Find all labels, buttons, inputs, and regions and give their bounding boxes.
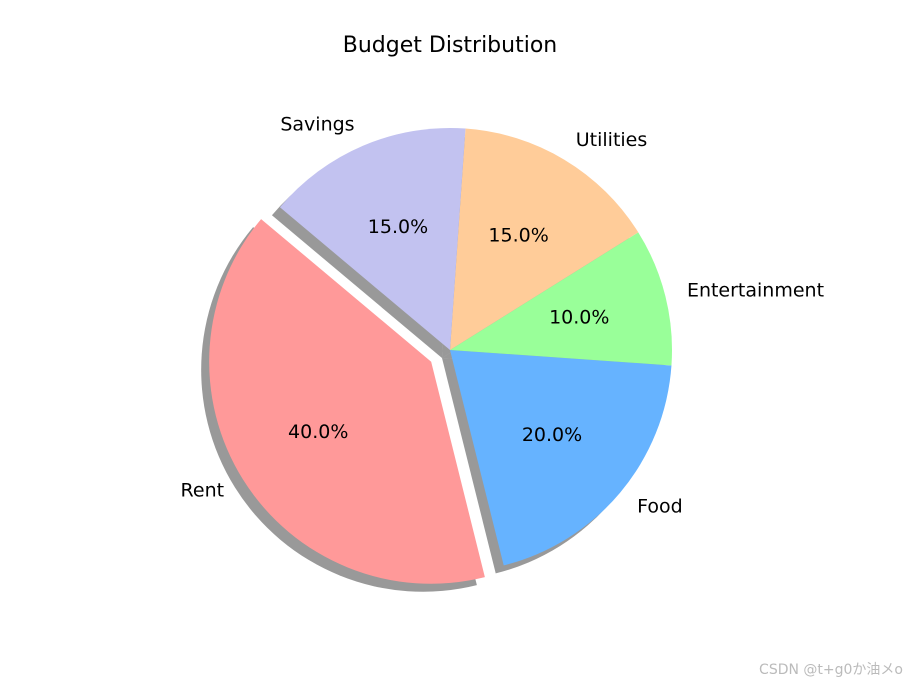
watermark: CSDN @t+g0か油メo bbox=[759, 662, 903, 678]
value-label: 15.0% bbox=[488, 224, 548, 246]
wedge bbox=[450, 350, 672, 566]
chart-title: Budget Distribution bbox=[343, 33, 557, 58]
value-label: 10.0% bbox=[549, 306, 609, 328]
wedge bbox=[450, 232, 672, 366]
wedge bbox=[209, 219, 485, 584]
category-label: Food bbox=[637, 495, 683, 517]
category-label: Rent bbox=[181, 480, 225, 502]
category-label: Entertainment bbox=[687, 279, 824, 301]
wedge bbox=[279, 128, 466, 350]
wedge bbox=[450, 128, 639, 350]
value-label: 20.0% bbox=[522, 424, 582, 446]
category-label: Utilities bbox=[576, 129, 648, 151]
category-label: Savings bbox=[280, 114, 354, 136]
value-label: 15.0% bbox=[368, 216, 428, 238]
value-label: 40.0% bbox=[288, 421, 348, 443]
